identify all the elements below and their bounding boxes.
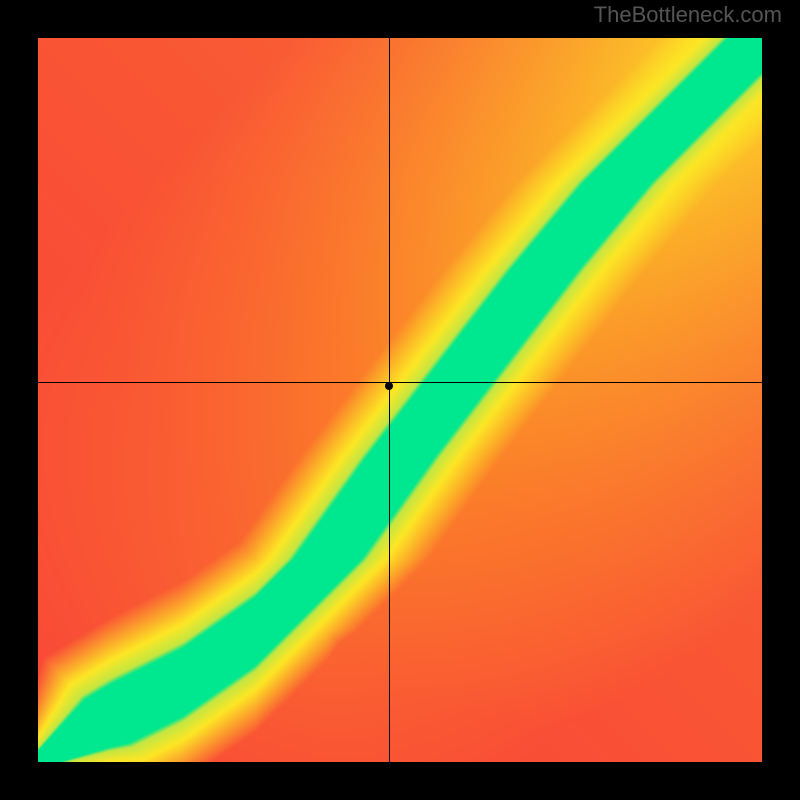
heatmap-canvas bbox=[38, 38, 762, 762]
crosshair-horizontal bbox=[38, 382, 762, 383]
chart-container: TheBottleneck.com bbox=[0, 0, 800, 800]
crosshair-marker bbox=[385, 382, 393, 390]
crosshair-vertical bbox=[389, 38, 390, 762]
plot-area bbox=[38, 38, 762, 762]
watermark-text: TheBottleneck.com bbox=[594, 2, 782, 28]
